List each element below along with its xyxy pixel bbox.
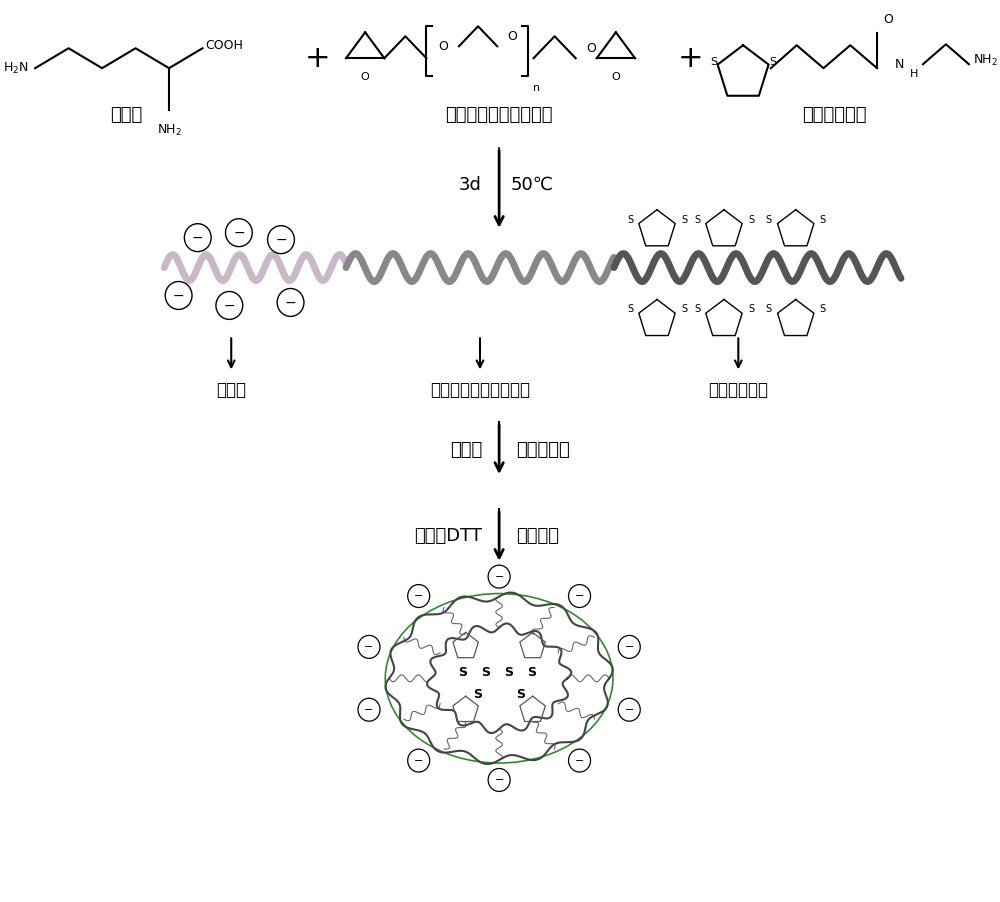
Text: S: S [694, 215, 700, 225]
Text: 50℃: 50℃ [511, 176, 554, 194]
Text: −: − [494, 775, 504, 785]
Text: S: S [681, 215, 687, 225]
Text: N: N [894, 58, 904, 70]
Text: −: − [625, 642, 634, 652]
Text: −: − [625, 704, 634, 714]
Text: S: S [516, 687, 525, 701]
Text: 赖氨酸: 赖氨酸 [110, 106, 142, 124]
Text: S: S [481, 666, 490, 679]
Text: 赖氨酸: 赖氨酸 [216, 382, 246, 400]
Text: −: − [414, 591, 423, 601]
Text: −: − [575, 591, 584, 601]
Text: S: S [710, 57, 717, 67]
Text: 硫辛酰乙二胺: 硫辛酰乙二胺 [708, 382, 768, 400]
Text: S: S [474, 687, 483, 701]
Text: S: S [766, 215, 772, 225]
Text: S: S [769, 57, 776, 67]
Text: 3d: 3d [459, 176, 482, 194]
Text: H$_2$N: H$_2$N [3, 60, 28, 76]
Text: −: − [192, 231, 204, 244]
Text: H: H [910, 69, 918, 79]
Text: NH$_2$: NH$_2$ [973, 52, 998, 68]
Text: S: S [748, 304, 754, 314]
Text: S: S [627, 304, 633, 314]
Text: −: − [364, 704, 374, 714]
Text: −: − [494, 572, 504, 582]
Text: O: O [883, 14, 893, 26]
Text: −: − [173, 289, 184, 302]
Text: 硫辛酰乙二胺: 硫辛酰乙二胺 [802, 106, 866, 124]
Text: O: O [611, 72, 620, 82]
Text: O: O [439, 40, 449, 52]
Text: S: S [627, 215, 633, 225]
Text: −: − [275, 233, 287, 246]
Text: 非交联胶束: 非交联胶束 [516, 440, 570, 458]
Text: 透析法: 透析法 [450, 440, 482, 458]
Text: COOH: COOH [205, 39, 243, 51]
Text: O: O [361, 72, 370, 82]
Text: S: S [766, 304, 772, 314]
Text: −: − [233, 226, 245, 240]
Text: S: S [694, 304, 700, 314]
Text: S: S [681, 304, 687, 314]
Text: −: − [414, 756, 423, 766]
Text: O: O [508, 30, 517, 42]
Text: −: − [575, 756, 584, 766]
Text: S: S [820, 304, 826, 314]
Text: −: − [224, 299, 235, 312]
Text: NH$_2$: NH$_2$ [157, 123, 182, 138]
Text: −: − [285, 296, 296, 309]
Text: S: S [458, 666, 467, 679]
Text: S: S [527, 666, 536, 679]
Text: S: S [820, 215, 826, 225]
Text: −: − [364, 642, 374, 652]
Text: n: n [533, 83, 540, 93]
Text: +: + [305, 43, 330, 73]
Text: S: S [504, 666, 513, 679]
Text: 傅化量DTT: 傅化量DTT [414, 528, 482, 545]
Text: S: S [748, 215, 754, 225]
Text: +: + [678, 43, 703, 73]
Text: 交联胶束: 交联胶束 [516, 528, 559, 545]
Text: 聚乙二醇二缩水甘油醚: 聚乙二醇二缩水甘油醚 [445, 106, 553, 124]
Text: O: O [586, 41, 596, 55]
Text: 聚乙二醇二缩水甘油醚: 聚乙二醇二缩水甘油醚 [430, 382, 530, 400]
